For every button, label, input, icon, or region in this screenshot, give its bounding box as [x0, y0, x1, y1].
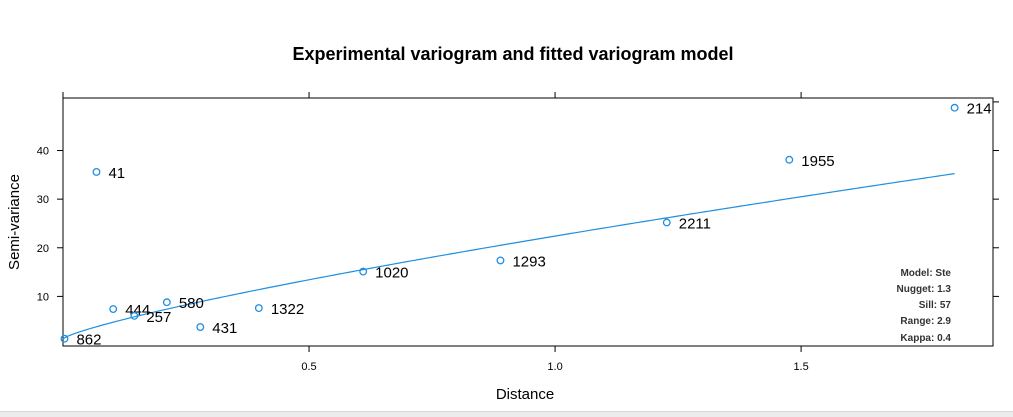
y-tick-label: 10: [37, 291, 49, 303]
sill-label: Sill: 57: [919, 300, 952, 311]
data-point: [130, 311, 139, 320]
range-label: Range: 2.9: [900, 316, 951, 327]
plot-frame: [62, 97, 994, 347]
data-point: [254, 304, 263, 313]
data-point: [950, 103, 959, 112]
model-label: Model: Ste: [900, 268, 951, 279]
data-point-label: 1955: [801, 153, 834, 170]
data-point: [359, 267, 368, 276]
fitted-model-curve: [62, 173, 955, 340]
kappa-label: Kappa: 0.4: [900, 333, 951, 344]
model-info-panel: Model: Ste Nugget: 1.3 Sill: 57 Range: 2…: [897, 268, 952, 344]
plot-border: [62, 97, 994, 347]
x-tick-label: 1.5: [793, 361, 808, 373]
y-tick-label: 40: [37, 146, 49, 158]
data-point: [196, 323, 205, 331]
data-point-label: 2211: [679, 215, 711, 232]
data-point-label: 257: [146, 309, 171, 326]
data-point-label: 862: [76, 332, 101, 349]
y-tick-label: 20: [37, 243, 49, 255]
data-point: [60, 334, 69, 343]
fitted-model-curve-group: [62, 173, 955, 340]
data-point: [785, 155, 794, 164]
y-axis-label: Semi-variance: [6, 174, 23, 270]
window-bottom-strip: [0, 411, 1013, 417]
chart-title: Experimental variogram and fitted variog…: [292, 44, 733, 64]
data-point-label: 214: [967, 101, 992, 118]
data-point-label: 41: [108, 165, 125, 182]
data-point: [662, 218, 671, 227]
data-point: [92, 167, 101, 176]
nugget-label: Nugget: 1.3: [897, 284, 952, 295]
x-tick-label: 1.0: [547, 361, 562, 373]
data-point-label: 1020: [375, 265, 408, 282]
data-point: [109, 305, 118, 313]
y-tick-label: 30: [37, 194, 49, 206]
data-point: [496, 256, 505, 265]
data-point-label: 1322: [271, 301, 304, 318]
data-point-label: 431: [212, 320, 237, 337]
data-point: [162, 298, 171, 307]
data-point-label: 580: [179, 295, 204, 312]
x-axis-label: Distance: [496, 386, 554, 403]
data-point-label: 1293: [512, 253, 545, 270]
x-tick-label: 0.5: [301, 361, 316, 373]
